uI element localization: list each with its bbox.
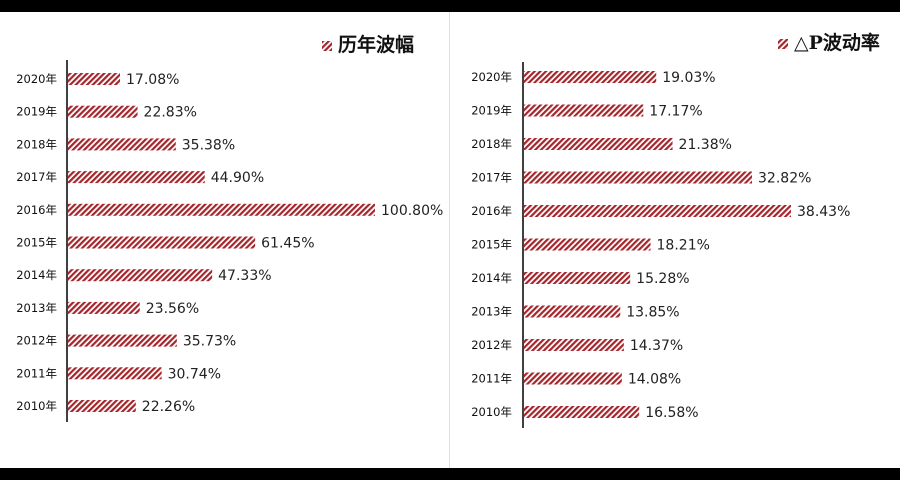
category-label: 2010年 bbox=[16, 399, 57, 413]
legend-swatch bbox=[322, 41, 332, 51]
data-label: 30.74% bbox=[168, 366, 221, 382]
bar bbox=[524, 138, 673, 150]
data-label: 14.08% bbox=[628, 372, 681, 388]
data-label: 47.33% bbox=[218, 268, 271, 284]
category-label: 2016年 bbox=[471, 204, 512, 218]
data-label: 61.45% bbox=[261, 236, 314, 252]
data-label: 16.58% bbox=[645, 405, 698, 421]
data-label: 22.26% bbox=[142, 399, 195, 415]
category-label: 2015年 bbox=[16, 236, 57, 250]
bar bbox=[68, 138, 176, 151]
bar bbox=[524, 339, 624, 351]
category-label: 2013年 bbox=[471, 305, 512, 319]
bar bbox=[68, 73, 121, 85]
data-label: 15.28% bbox=[636, 271, 689, 287]
bar bbox=[68, 171, 205, 184]
bar bbox=[524, 372, 622, 385]
bar bbox=[68, 269, 213, 282]
data-label: 35.38% bbox=[182, 137, 235, 153]
category-label: 2018年 bbox=[471, 137, 512, 151]
chart-panel-left: 历年波幅 2020年 17.08% 2019年 22.83% 2018年 35.38% 201… bbox=[0, 12, 447, 468]
bar bbox=[68, 400, 136, 412]
data-label: 100.80% bbox=[381, 203, 443, 219]
bar bbox=[524, 71, 657, 83]
bar bbox=[524, 272, 631, 284]
bar bbox=[524, 238, 651, 251]
data-label: 22.83% bbox=[144, 105, 197, 121]
category-label: 2014年 bbox=[471, 271, 512, 285]
category-label: 2017年 bbox=[471, 171, 512, 185]
category-label: 2014年 bbox=[16, 268, 57, 282]
bar bbox=[524, 104, 644, 117]
bar bbox=[68, 105, 138, 118]
category-label: 2016年 bbox=[16, 203, 57, 217]
bar bbox=[524, 305, 621, 318]
data-label: 44.90% bbox=[211, 170, 264, 186]
bar bbox=[524, 205, 791, 217]
data-label: 17.08% bbox=[126, 72, 179, 88]
category-label: 2020年 bbox=[16, 72, 57, 86]
legend-label: △P波动率 bbox=[794, 31, 880, 54]
category-label: 2013年 bbox=[16, 301, 57, 315]
category-label: 2018年 bbox=[16, 137, 57, 151]
bar bbox=[524, 171, 753, 184]
category-label: 2019年 bbox=[471, 104, 512, 118]
bar bbox=[524, 406, 640, 418]
category-label: 2011年 bbox=[16, 366, 57, 380]
legend-label: 历年波幅 bbox=[338, 33, 414, 56]
category-label: 2017年 bbox=[16, 170, 57, 184]
panel-divider-line bbox=[449, 12, 450, 468]
data-label: 21.38% bbox=[679, 137, 732, 153]
chart-historical-amplitude: 历年波幅 2020年 17.08% 2019年 22.83% 2018年 35.38% 201… bbox=[16, 33, 443, 422]
data-label: 17.17% bbox=[649, 104, 702, 120]
chart-panel-right: △P波动率 2020年 19.03% 2019年 17.17% 2018年 21.38% 20… bbox=[451, 12, 900, 468]
bar bbox=[68, 203, 375, 216]
legend-swatch bbox=[778, 39, 788, 49]
chart-delta-p-volatility: △P波动率 2020年 19.03% 2019年 17.17% 2018年 21.38% 20… bbox=[471, 31, 880, 428]
category-label: 2019年 bbox=[16, 105, 57, 119]
data-label: 18.21% bbox=[657, 238, 710, 254]
bar bbox=[68, 236, 256, 249]
data-label: 32.82% bbox=[758, 171, 811, 187]
category-label: 2011年 bbox=[471, 372, 512, 386]
category-label: 2015年 bbox=[471, 238, 512, 252]
category-label: 2012年 bbox=[471, 338, 512, 352]
bar bbox=[68, 301, 140, 314]
category-label: 2010年 bbox=[471, 405, 512, 419]
data-label: 38.43% bbox=[797, 204, 850, 220]
data-label: 35.73% bbox=[183, 334, 236, 350]
data-label: 23.56% bbox=[146, 301, 199, 317]
bar bbox=[68, 367, 162, 380]
data-label: 19.03% bbox=[662, 70, 715, 86]
bar bbox=[68, 334, 177, 347]
data-label: 14.37% bbox=[630, 338, 683, 354]
category-label: 2012年 bbox=[16, 334, 57, 348]
data-label: 13.85% bbox=[626, 305, 679, 321]
category-label: 2020年 bbox=[471, 70, 512, 84]
